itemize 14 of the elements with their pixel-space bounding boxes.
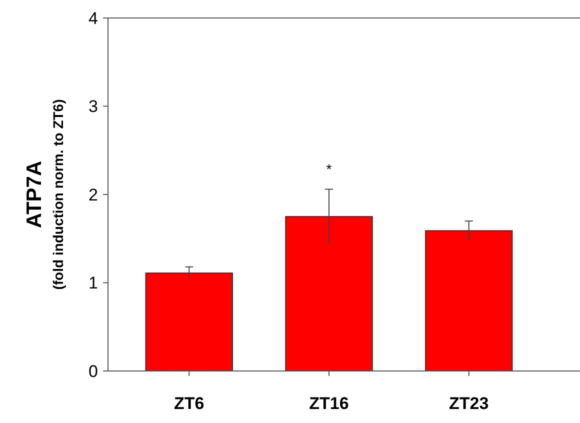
- y-axis-title: ATP7A: [23, 160, 46, 228]
- y-tick-label: 4: [88, 8, 98, 28]
- x-tick-label: ZT23: [449, 394, 489, 413]
- x-tick-label: ZT6: [174, 394, 204, 413]
- y-tick-label: 3: [88, 97, 98, 116]
- x-tick-label: ZT16: [309, 394, 349, 413]
- y-tick-label: 1: [88, 274, 98, 293]
- text: (fold induction norm. to ZT6): [50, 99, 66, 290]
- y-tick-label: 0: [88, 362, 98, 381]
- annotation: *: [326, 161, 332, 178]
- bar: [425, 230, 513, 372]
- bar: [145, 272, 233, 372]
- y-tick-label: 2: [88, 185, 98, 204]
- bar: [285, 216, 373, 372]
